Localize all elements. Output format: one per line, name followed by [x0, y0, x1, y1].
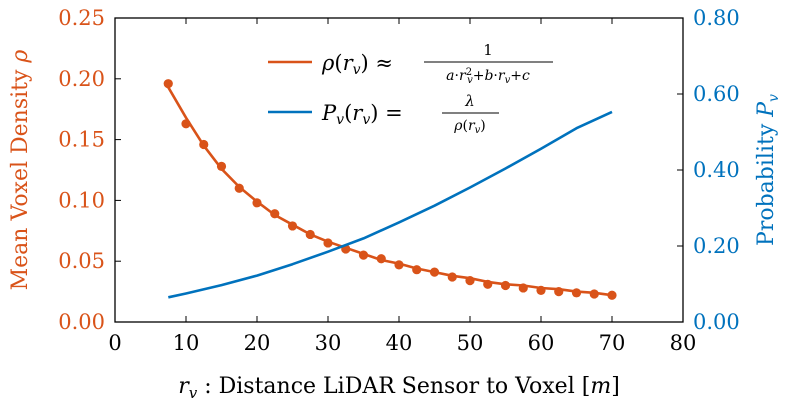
series-layer — [163, 79, 617, 300]
y-left-tick-label: 0.00 — [58, 310, 105, 334]
svg-text:ρ(rv): ρ(rv) — [453, 118, 486, 136]
y-left-tick-label: 0.10 — [58, 188, 105, 212]
svg-text:a·r2v+b·rv+c: a·r2 v+b·rv+c — [446, 67, 530, 86]
y-left-tick-label: 0.05 — [58, 249, 105, 273]
x-tick-label: 30 — [315, 331, 342, 355]
y-axis-left-label: Mean Voxel Density ρ — [8, 50, 33, 291]
series-line-probability — [168, 110, 613, 299]
y-left-tick-label: 0.20 — [58, 67, 105, 91]
x-tick-label: 70 — [599, 331, 626, 355]
svg-text:ρ(rv) ≈: ρ(rv) ≈ — [321, 51, 393, 78]
y-left-tick-label: 0.25 — [58, 6, 105, 30]
ticks-layer: 0 10 20 30 40 50 60 70 800.000.050.100.150.200.2… — [58, 6, 740, 355]
y-right-tick-label: 0.00 — [693, 310, 740, 334]
svg-text:Pv(rv) =: Pv(rv) = — [321, 101, 403, 128]
y-right-tick-label: 0.80 — [693, 6, 740, 30]
y-axis-right-label: Probability Pv — [754, 94, 782, 246]
x-tick-label: 20 — [244, 331, 271, 355]
data-point-density_points — [607, 290, 617, 300]
x-tick-label: 0 — [108, 331, 121, 355]
x-tick-label: 50 — [457, 331, 484, 355]
x-tick-label: 40 — [386, 331, 413, 355]
y-left-tick-label: 0.15 — [58, 128, 105, 152]
x-tick-label: 10 — [173, 331, 200, 355]
data-point-density_points — [163, 79, 173, 89]
legend-label-density: ρ(rv) ≈ 1 a·r2 v+b·rv+c — [321, 41, 553, 86]
y-right-tick-label: 0.40 — [693, 158, 740, 182]
svg-text:λ: λ — [464, 92, 475, 110]
svg-text:1: 1 — [483, 41, 493, 59]
legend-label-probability: Pv(rv) = λ ρ(rv) — [321, 92, 499, 136]
x-axis-label: rv : Distance LiDAR Sensor to Voxel [m] — [178, 374, 620, 402]
y-right-tick-label: 0.60 — [693, 82, 740, 106]
x-tick-label: 80 — [670, 331, 697, 355]
x-tick-label: 60 — [528, 331, 555, 355]
series-line-density_fit — [167, 86, 613, 297]
legend: ρ(rv) ≈ 1 a·r2 v+b·rv+c Pv(rv) = λ ρ(rv) — [268, 41, 553, 136]
y-right-tick-label: 0.20 — [693, 234, 740, 258]
plot-frame — [114, 17, 684, 323]
